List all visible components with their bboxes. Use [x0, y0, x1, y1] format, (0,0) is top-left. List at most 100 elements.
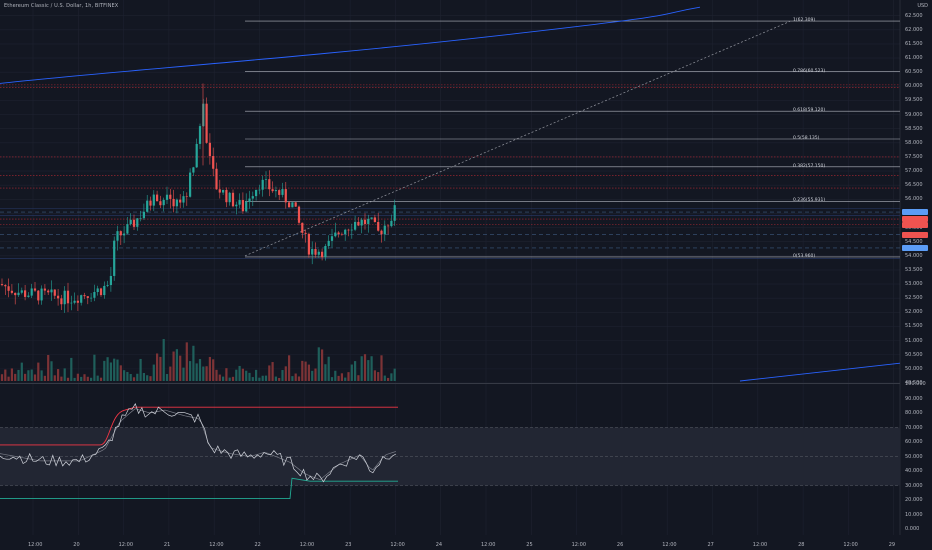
candle-body	[159, 201, 162, 206]
price-axis-label: 51.000	[905, 337, 923, 344]
candle-body	[235, 204, 238, 207]
candle-body	[383, 225, 386, 235]
volume-bar	[109, 362, 112, 381]
time-axis-label: 21	[163, 542, 171, 548]
volume-bar	[175, 349, 178, 381]
candle-body	[225, 189, 228, 203]
price-axis-label: 58.000	[905, 139, 923, 146]
rsi-lower-bound	[0, 477, 398, 499]
volume-bar	[20, 362, 23, 381]
price-tag	[902, 216, 928, 223]
candle-body	[4, 285, 7, 287]
price-axis-label: 60.500	[905, 69, 923, 76]
time-axis-label: 29	[888, 542, 896, 548]
fib-level-label: 0(53.960)	[793, 253, 816, 259]
time-axis-label: 12:00	[299, 542, 315, 548]
volume-bar	[370, 356, 373, 381]
candle-body	[238, 200, 241, 205]
candle-body	[66, 290, 70, 304]
volume-bar	[146, 375, 149, 381]
candle-body	[27, 295, 30, 297]
volume-bar	[350, 364, 353, 381]
currency-unit: USD	[917, 3, 928, 9]
price-axis-label: 58.500	[905, 125, 923, 132]
price-axis-label: 61.500	[905, 40, 923, 47]
time-axis-label: 25	[526, 542, 533, 548]
candle-body	[330, 236, 334, 241]
volume-bar	[294, 373, 297, 381]
candle-body	[17, 292, 20, 296]
volume-bar	[238, 365, 241, 381]
volume-bar	[317, 347, 320, 381]
time-axis-label: 12:00	[118, 542, 134, 548]
rsi-axis-label: 60.000	[905, 439, 923, 445]
time-axis-label: 12:00	[843, 542, 858, 548]
candle-body	[377, 222, 380, 231]
candle-body	[126, 224, 129, 234]
candle-body	[205, 103, 208, 143]
candle-body	[149, 200, 152, 206]
candle-body	[380, 230, 383, 235]
candle-body	[311, 249, 314, 255]
time-axis-label: 12:00	[752, 542, 768, 548]
candle-body	[245, 201, 248, 212]
symbol-title[interactable]: Ethereum Classic / U.S. Dollar, 1h, BITF…	[4, 3, 119, 9]
volume-bar	[33, 374, 37, 381]
candle-body	[119, 231, 122, 236]
price-axis-label: 54.000	[905, 252, 923, 259]
candle-body	[264, 179, 268, 180]
candle-body	[169, 194, 172, 199]
candle-body	[43, 288, 46, 291]
volume-bar	[192, 345, 195, 381]
volume-bar	[268, 365, 271, 381]
volume-bar	[307, 364, 310, 381]
candle-body	[76, 300, 79, 303]
candle-body	[373, 217, 376, 223]
candle-body	[212, 156, 215, 169]
volume-bar	[169, 366, 172, 381]
volume-bar	[334, 370, 337, 381]
candle-body	[241, 200, 244, 212]
price-tag	[902, 209, 928, 216]
candle-body	[83, 295, 86, 297]
candle-body	[99, 288, 103, 296]
candle-body	[93, 292, 96, 298]
volume-bar	[37, 362, 40, 381]
candle-body	[327, 240, 330, 246]
candle-body	[182, 196, 185, 203]
time-axis-label: 12:00	[481, 542, 496, 548]
volume-bar	[142, 372, 145, 381]
candle-body	[268, 179, 271, 190]
candle-body	[73, 300, 76, 303]
candle-body	[156, 194, 159, 202]
time-axis-label: 28	[798, 542, 805, 548]
price-axis-label: 49.500	[905, 380, 923, 386]
volume-bar	[383, 375, 386, 381]
candle-body	[274, 190, 277, 192]
candle-body	[304, 232, 307, 234]
rsi-axis-label: 40.000	[905, 468, 923, 474]
candle-body	[123, 233, 126, 236]
volume-bar	[103, 360, 106, 381]
candle-body	[179, 199, 182, 203]
rsi-axis-label: 80.000	[905, 410, 923, 416]
volume-bar	[0, 374, 4, 381]
volume-bar	[113, 358, 116, 381]
fib-level-label: 0.236(55.931)	[793, 198, 826, 204]
volume-bar	[66, 377, 70, 381]
volume-bar	[261, 375, 264, 381]
candle-body	[172, 198, 175, 207]
candle-body	[334, 232, 337, 237]
volume-bar	[281, 370, 284, 381]
volume-bar	[241, 368, 244, 381]
volume-bar	[321, 349, 324, 381]
rsi-axis-label: 0.000	[905, 526, 920, 532]
volume-bar	[301, 360, 304, 381]
candle-body	[198, 126, 202, 144]
price-axis-label: 50.500	[905, 351, 923, 358]
volume-bar	[360, 356, 363, 381]
candle-body	[132, 219, 136, 227]
price-axis-label: 62.000	[905, 26, 923, 33]
volume-bar	[347, 372, 350, 381]
